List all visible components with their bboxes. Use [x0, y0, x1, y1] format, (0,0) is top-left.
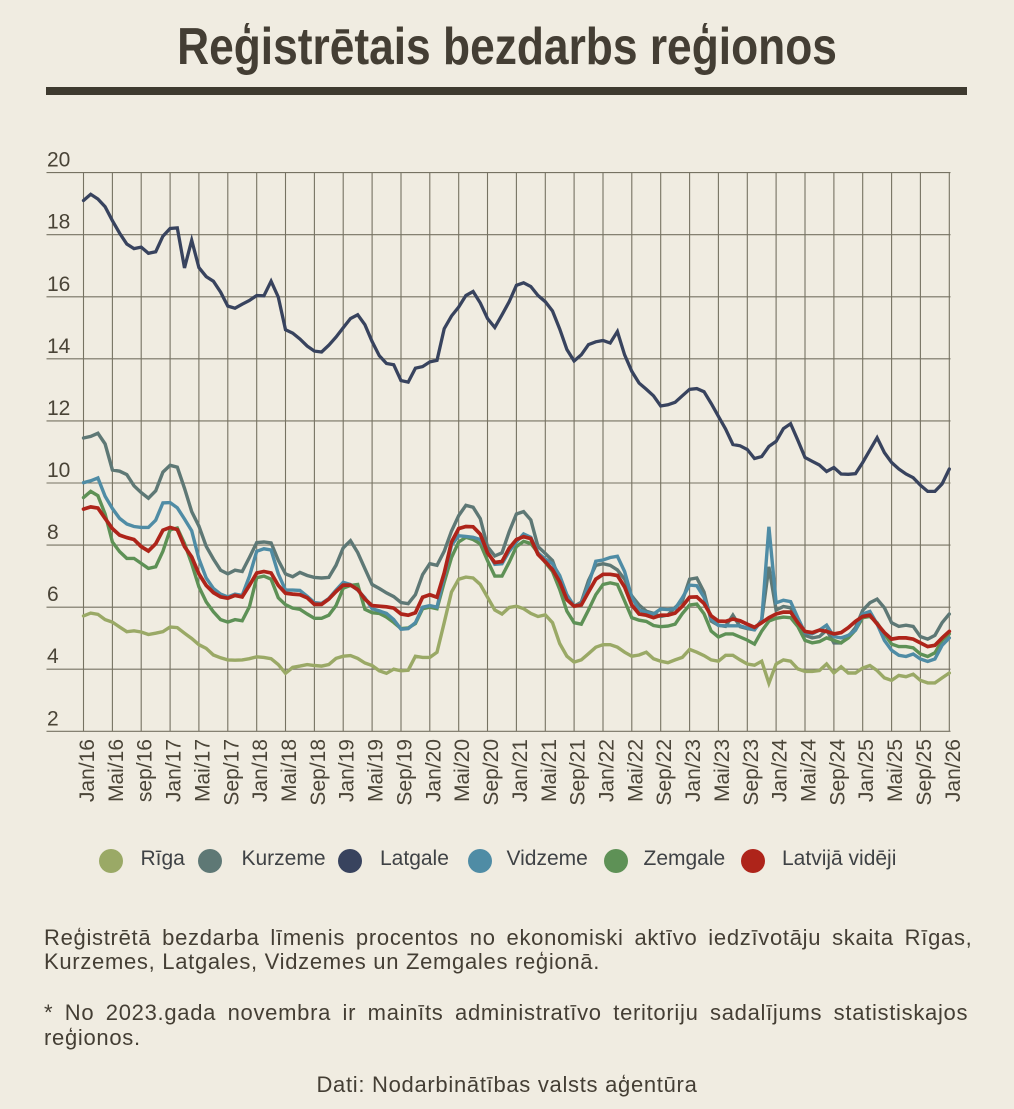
svg-text:10: 10 — [47, 459, 70, 482]
svg-text:Mai/22: Mai/22 — [624, 739, 647, 802]
svg-text:Jan/19: Jan/19 — [336, 739, 359, 802]
svg-text:Mai/23: Mai/23 — [711, 739, 734, 802]
svg-text:Mai/21: Mai/21 — [538, 739, 561, 802]
svg-text:Jan/22: Jan/22 — [596, 739, 619, 802]
svg-text:Jan/18: Jan/18 — [249, 739, 272, 802]
svg-text:sep/16: sep/16 — [134, 739, 157, 802]
svg-text:Jan/21: Jan/21 — [509, 739, 532, 802]
svg-text:Jan/20: Jan/20 — [422, 739, 445, 802]
svg-text:Sep/17: Sep/17 — [220, 739, 243, 806]
svg-text:Sep/23: Sep/23 — [740, 739, 763, 806]
svg-text:Mai/20: Mai/20 — [451, 739, 474, 802]
svg-text:20: 20 — [47, 149, 70, 172]
svg-text:Sep/20: Sep/20 — [480, 739, 503, 806]
svg-text:Jan/24: Jan/24 — [769, 739, 792, 802]
svg-text:Sep/19: Sep/19 — [394, 739, 417, 806]
svg-text:Sep/22: Sep/22 — [653, 739, 676, 806]
svg-text:16: 16 — [47, 273, 70, 296]
svg-text:4: 4 — [47, 645, 59, 668]
svg-text:Sep/18: Sep/18 — [307, 739, 330, 806]
svg-text:14: 14 — [47, 335, 71, 358]
svg-text:2: 2 — [47, 707, 59, 730]
svg-text:8: 8 — [47, 521, 59, 544]
svg-text:Mai/19: Mai/19 — [365, 739, 388, 802]
svg-text:Sep/25: Sep/25 — [913, 739, 936, 806]
svg-text:Mai/25: Mai/25 — [884, 739, 907, 802]
svg-text:Mai/16: Mai/16 — [105, 739, 128, 802]
svg-text:Mai/17: Mai/17 — [191, 739, 214, 802]
svg-text:Mai/24: Mai/24 — [798, 739, 821, 802]
svg-text:6: 6 — [47, 583, 59, 606]
svg-text:Jan/17: Jan/17 — [163, 739, 186, 802]
svg-text:Jan/25: Jan/25 — [855, 739, 878, 802]
svg-text:Jan/16: Jan/16 — [76, 739, 99, 802]
svg-text:18: 18 — [47, 211, 70, 234]
svg-text:Jan/26: Jan/26 — [942, 739, 965, 802]
svg-text:Jan/23: Jan/23 — [682, 739, 705, 802]
svg-text:Sep/21: Sep/21 — [567, 739, 590, 806]
svg-text:Mai/18: Mai/18 — [278, 739, 301, 802]
svg-text:Sep/24: Sep/24 — [826, 739, 849, 806]
svg-text:12: 12 — [47, 397, 70, 420]
